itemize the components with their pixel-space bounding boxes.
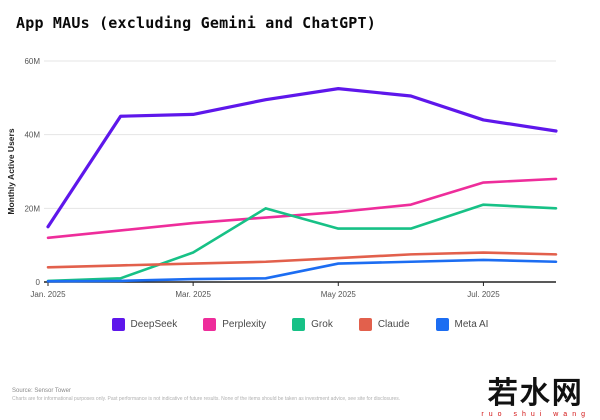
svg-text:0: 0 [36, 278, 41, 287]
svg-text:Mar. 2025: Mar. 2025 [175, 290, 211, 299]
legend-label: Grok [311, 319, 333, 330]
watermark-text: 若水网 [487, 376, 584, 411]
svg-text:40M: 40M [24, 131, 40, 140]
legend-item-perplexity: Perplexity [203, 318, 266, 331]
legend-label: Claude [377, 319, 410, 330]
svg-text:60M: 60M [24, 57, 40, 66]
svg-text:Monthly Active Users: Monthly Active Users [6, 128, 16, 214]
legend-label: Perplexity [222, 319, 267, 330]
legend-swatch [435, 318, 449, 331]
legend-item-deepseek: DeepSeek [111, 318, 178, 331]
page-title: App MAUs (excluding Gemini and ChatGPT) [16, 14, 376, 32]
watermark: 若水网 ruo shui wang [481, 376, 590, 419]
legend-swatch [111, 318, 125, 331]
legend-item-grok: Grok [292, 318, 333, 331]
legend-swatch [203, 318, 217, 331]
svg-text:20M: 20M [24, 204, 40, 213]
legend-label: Meta AI [454, 319, 489, 330]
disclaimer-note: Charts are for informational purposes on… [12, 396, 401, 402]
svg-text:Jan. 2025: Jan. 2025 [30, 290, 66, 299]
chart-legend: DeepSeek Perplexity Grok Claude Meta AI [0, 318, 600, 331]
chart-canvas: 0 20M 40M 60M Jan. 2025 Mar. 2025 May 2025 Jul.… [6, 57, 558, 299]
legend-label: DeepSeek [130, 319, 178, 330]
legend-item-claude: Claude [358, 318, 410, 331]
watermark-subtext: ruo shui wang [481, 411, 590, 418]
source-note: Source: Sensor Tower [12, 388, 71, 394]
legend-swatch [358, 318, 372, 331]
svg-text:May 2025: May 2025 [321, 290, 357, 299]
maus-line-chart: 0 20M 40M 60M Jan. 2025 Mar. 2025 May 2025 Jul.… [0, 34, 600, 304]
chart-footer: Source: Sensor Tower Charts are for info… [12, 388, 400, 402]
legend-item-meta-ai: Meta AI [435, 318, 489, 331]
svg-text:Jul. 2025: Jul. 2025 [467, 290, 500, 299]
legend-swatch [292, 318, 306, 331]
